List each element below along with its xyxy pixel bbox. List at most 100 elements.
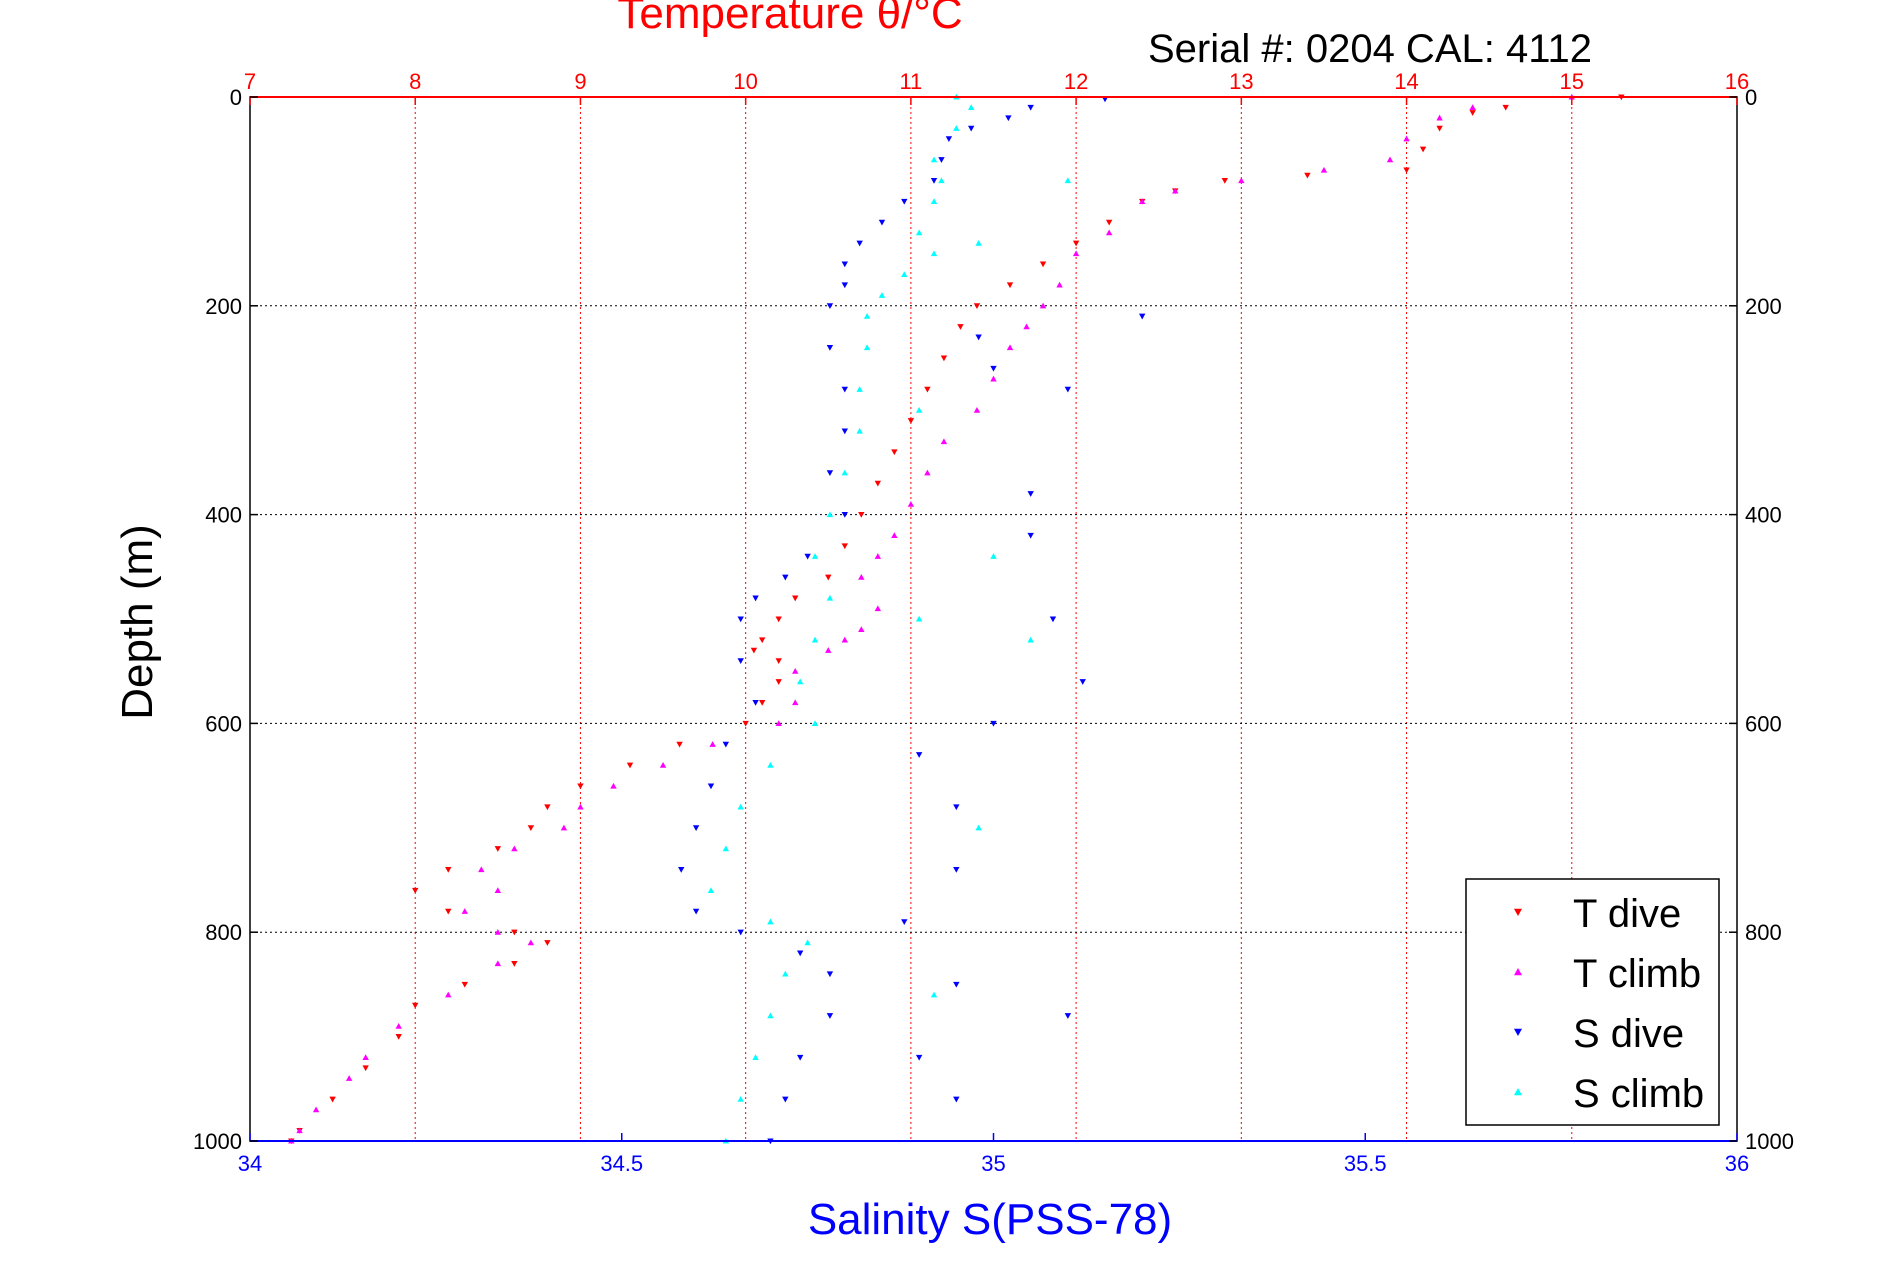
depth-tick-label: 600 [205,711,242,736]
data-point [975,239,982,246]
data-point [494,960,502,967]
data-point [577,783,584,790]
data-point [826,1013,834,1019]
legend: T dive T climb S dive S climb [1465,878,1720,1126]
data-point [722,845,730,852]
data-point [938,177,945,184]
data-point [1056,281,1063,288]
depth-tick-label: 800 [205,920,242,945]
data-point [412,887,419,894]
data-point [804,553,811,560]
data-point [841,386,848,393]
data-point [1023,323,1030,330]
data-point [878,219,886,226]
data-point [826,971,834,978]
data-point [796,678,804,685]
data-point [841,282,848,289]
data-point [826,303,834,309]
data-point [395,1034,402,1040]
data-point [707,783,715,790]
salinity-tick-label: 36 [1725,1151,1749,1176]
data-point [752,595,759,602]
data-point [527,825,535,831]
data-point [856,240,863,247]
data-point [953,804,960,811]
data-point [767,761,774,768]
data-point [825,647,832,653]
data-point [1006,282,1014,289]
salinity-tick-label: 34 [238,1151,262,1176]
depth-tick-label: 1000 [1745,1129,1794,1154]
data-point [792,668,799,674]
salinity-tick-label: 35.5 [1344,1151,1387,1176]
data-point [841,543,848,550]
data-point [841,261,848,268]
depth-tick-label: 200 [205,294,242,319]
data-point [494,929,502,935]
temperature-tick-label: 7 [244,69,256,94]
data-point [1064,1013,1072,1019]
data-point [858,574,865,580]
chart-title: Temperature θ/°C [617,0,962,38]
series-s-climb [707,93,1072,1144]
data-point [907,418,915,424]
data-point [767,918,774,925]
data-point [678,867,685,873]
data-point [940,355,948,362]
data-point [1072,250,1080,257]
data-point [1064,386,1072,393]
temperature-tick-label: 8 [409,69,421,94]
data-point [1172,187,1179,194]
legend-label: T climb [1573,952,1701,996]
data-point [1469,104,1476,110]
data-point [1320,166,1328,173]
data-point [737,929,744,936]
data-point [930,250,938,257]
x-axis-label: Salinity S(PSS-78) [808,1195,1172,1244]
data-point [461,908,468,914]
data-point [329,1096,336,1103]
data-point [811,553,819,559]
data-point [953,125,960,131]
data-point [990,553,997,559]
data-point [930,156,938,163]
temperature-tick-label: 10 [733,69,757,94]
chart-subtitle: Serial #: 0204 CAL: 4112 [1148,27,1592,71]
data-point [863,313,871,319]
data-point [1386,156,1394,163]
legend-label: S dive [1573,1012,1684,1056]
data-point [990,375,997,382]
data-point [1238,177,1245,184]
data-point [841,428,848,435]
data-point [990,365,997,372]
data-point [915,752,923,758]
depth-tick-label: 400 [205,503,242,528]
data-point [1027,532,1034,539]
data-point [626,762,634,769]
data-point [967,125,975,132]
data-point [511,929,518,936]
data-point [973,303,981,309]
data-point [915,407,923,413]
data-point [953,1096,960,1103]
data-point [930,198,938,204]
data-point [858,626,865,632]
data-point [863,344,871,351]
data-point [938,157,945,163]
data-point [1079,679,1086,685]
data-point [826,594,834,601]
data-point [1436,114,1443,121]
data-point [544,940,551,946]
data-point [901,271,908,278]
data-point [1027,636,1034,643]
data-point [1064,177,1072,184]
data-point [296,1127,303,1134]
data-point [945,136,953,142]
salinity-tick-label: 34.5 [600,1151,643,1176]
data-point [527,939,535,946]
data-point [901,919,908,925]
data-point [1304,172,1311,179]
data-point [907,500,915,507]
data-point [775,658,782,664]
axis-ticks: 7 8 9 10 11 12 13 14 15 16 34 34.5 35 35.5 36 0 0 200 200 4… [193,69,1794,1176]
